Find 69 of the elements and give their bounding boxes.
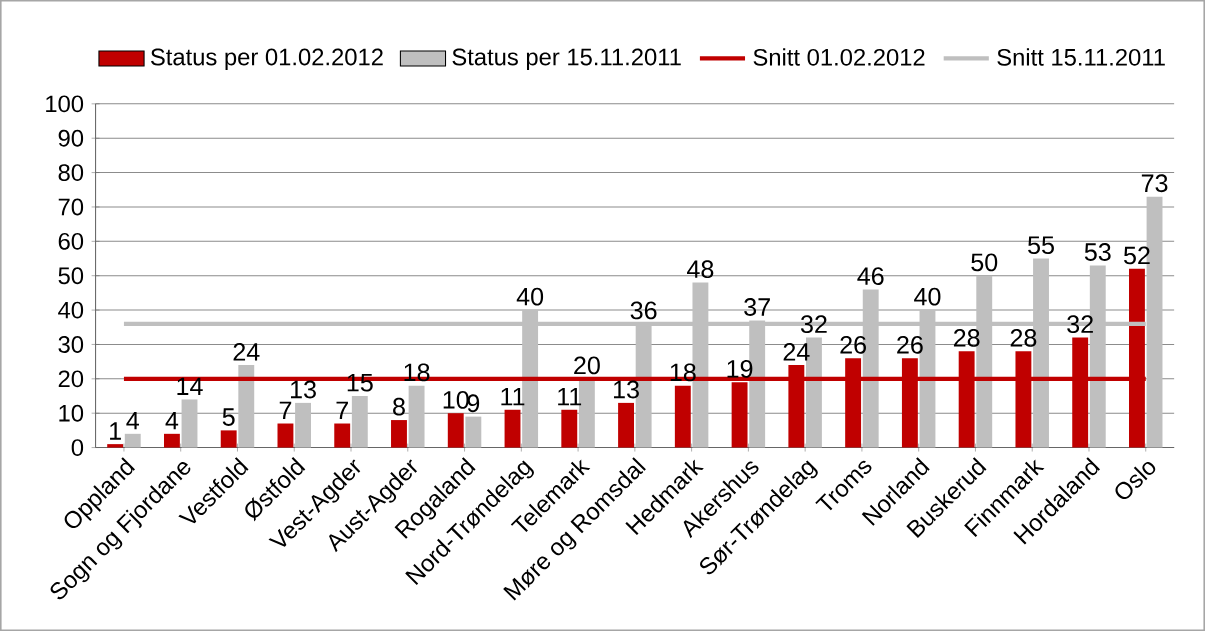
data-label: 9	[467, 394, 480, 413]
data-label: 13	[290, 380, 316, 399]
y-tick-label: 30	[58, 335, 84, 353]
data-label: 32	[1067, 315, 1093, 334]
data-label: 20	[574, 356, 600, 375]
data-label: 55	[1028, 236, 1054, 254]
data-label: 46	[857, 267, 884, 285]
data-label: 32	[800, 315, 827, 334]
data-label: 26	[840, 335, 866, 354]
bar	[277, 423, 294, 448]
y-tick-label: 20	[58, 370, 84, 388]
bar	[408, 385, 425, 448]
bar	[220, 430, 237, 448]
data-label: 24	[783, 342, 810, 361]
data-label: 28	[953, 328, 980, 347]
data-label: 26	[897, 335, 923, 354]
x-tick-label: Oslo	[1115, 461, 1156, 499]
bar	[181, 399, 198, 448]
data-label: 50	[971, 253, 998, 272]
y-tick-label: 70	[58, 198, 84, 216]
legend-label: Status per 15.11.2011	[452, 48, 681, 71]
legend-label: Status per 01.02.2012	[150, 48, 383, 71]
y-tick-label: 100	[46, 95, 84, 113]
bar	[334, 423, 351, 448]
data-label: 10	[443, 390, 469, 409]
y-tick-label: 40	[58, 301, 84, 319]
bar	[351, 395, 368, 448]
data-label: 11	[501, 387, 525, 406]
data-label: 19	[727, 359, 753, 378]
data-label: 73	[1141, 174, 1168, 193]
bar	[295, 402, 311, 448]
data-label: 40	[516, 287, 544, 306]
data-label: 28	[1010, 328, 1037, 347]
data-label: 40	[914, 287, 941, 306]
data-label: 7	[336, 401, 348, 419]
data-label: 5	[222, 408, 235, 426]
data-label: 11	[558, 387, 582, 406]
bar	[238, 365, 255, 448]
bar	[618, 402, 634, 448]
legend-label: Snitt 01.02.2012	[753, 48, 925, 66]
data-label: 7	[279, 401, 292, 419]
data-label: 8	[393, 397, 405, 416]
bar	[561, 409, 578, 448]
y-tick-label: 10	[59, 404, 84, 422]
bar	[391, 420, 407, 448]
data-label: 37	[744, 298, 770, 316]
y-tick-label: 0	[71, 439, 84, 456]
y-tick-label: 90	[58, 129, 84, 147]
bar	[674, 385, 691, 448]
bar	[107, 444, 124, 448]
data-label: 4	[126, 411, 139, 430]
data-label: 53	[1084, 243, 1111, 261]
bar	[465, 416, 482, 448]
data-label: 48	[687, 260, 714, 279]
data-label: 14	[177, 377, 203, 395]
data-label: 1	[110, 422, 121, 440]
legend-label: Snitt 15.11.2011	[997, 48, 1165, 66]
data-label: 24	[233, 342, 260, 361]
bar	[124, 433, 141, 448]
data-label: 13	[613, 380, 639, 399]
y-tick-label: 50	[58, 267, 84, 285]
data-label: 52	[1123, 246, 1150, 265]
data-label: 4	[165, 411, 179, 430]
y-tick-label: 60	[58, 232, 84, 250]
bar	[163, 433, 180, 448]
bar	[447, 413, 464, 448]
bar	[504, 409, 521, 448]
data-label: 36	[630, 301, 657, 320]
y-tick-label: 80	[58, 164, 84, 181]
